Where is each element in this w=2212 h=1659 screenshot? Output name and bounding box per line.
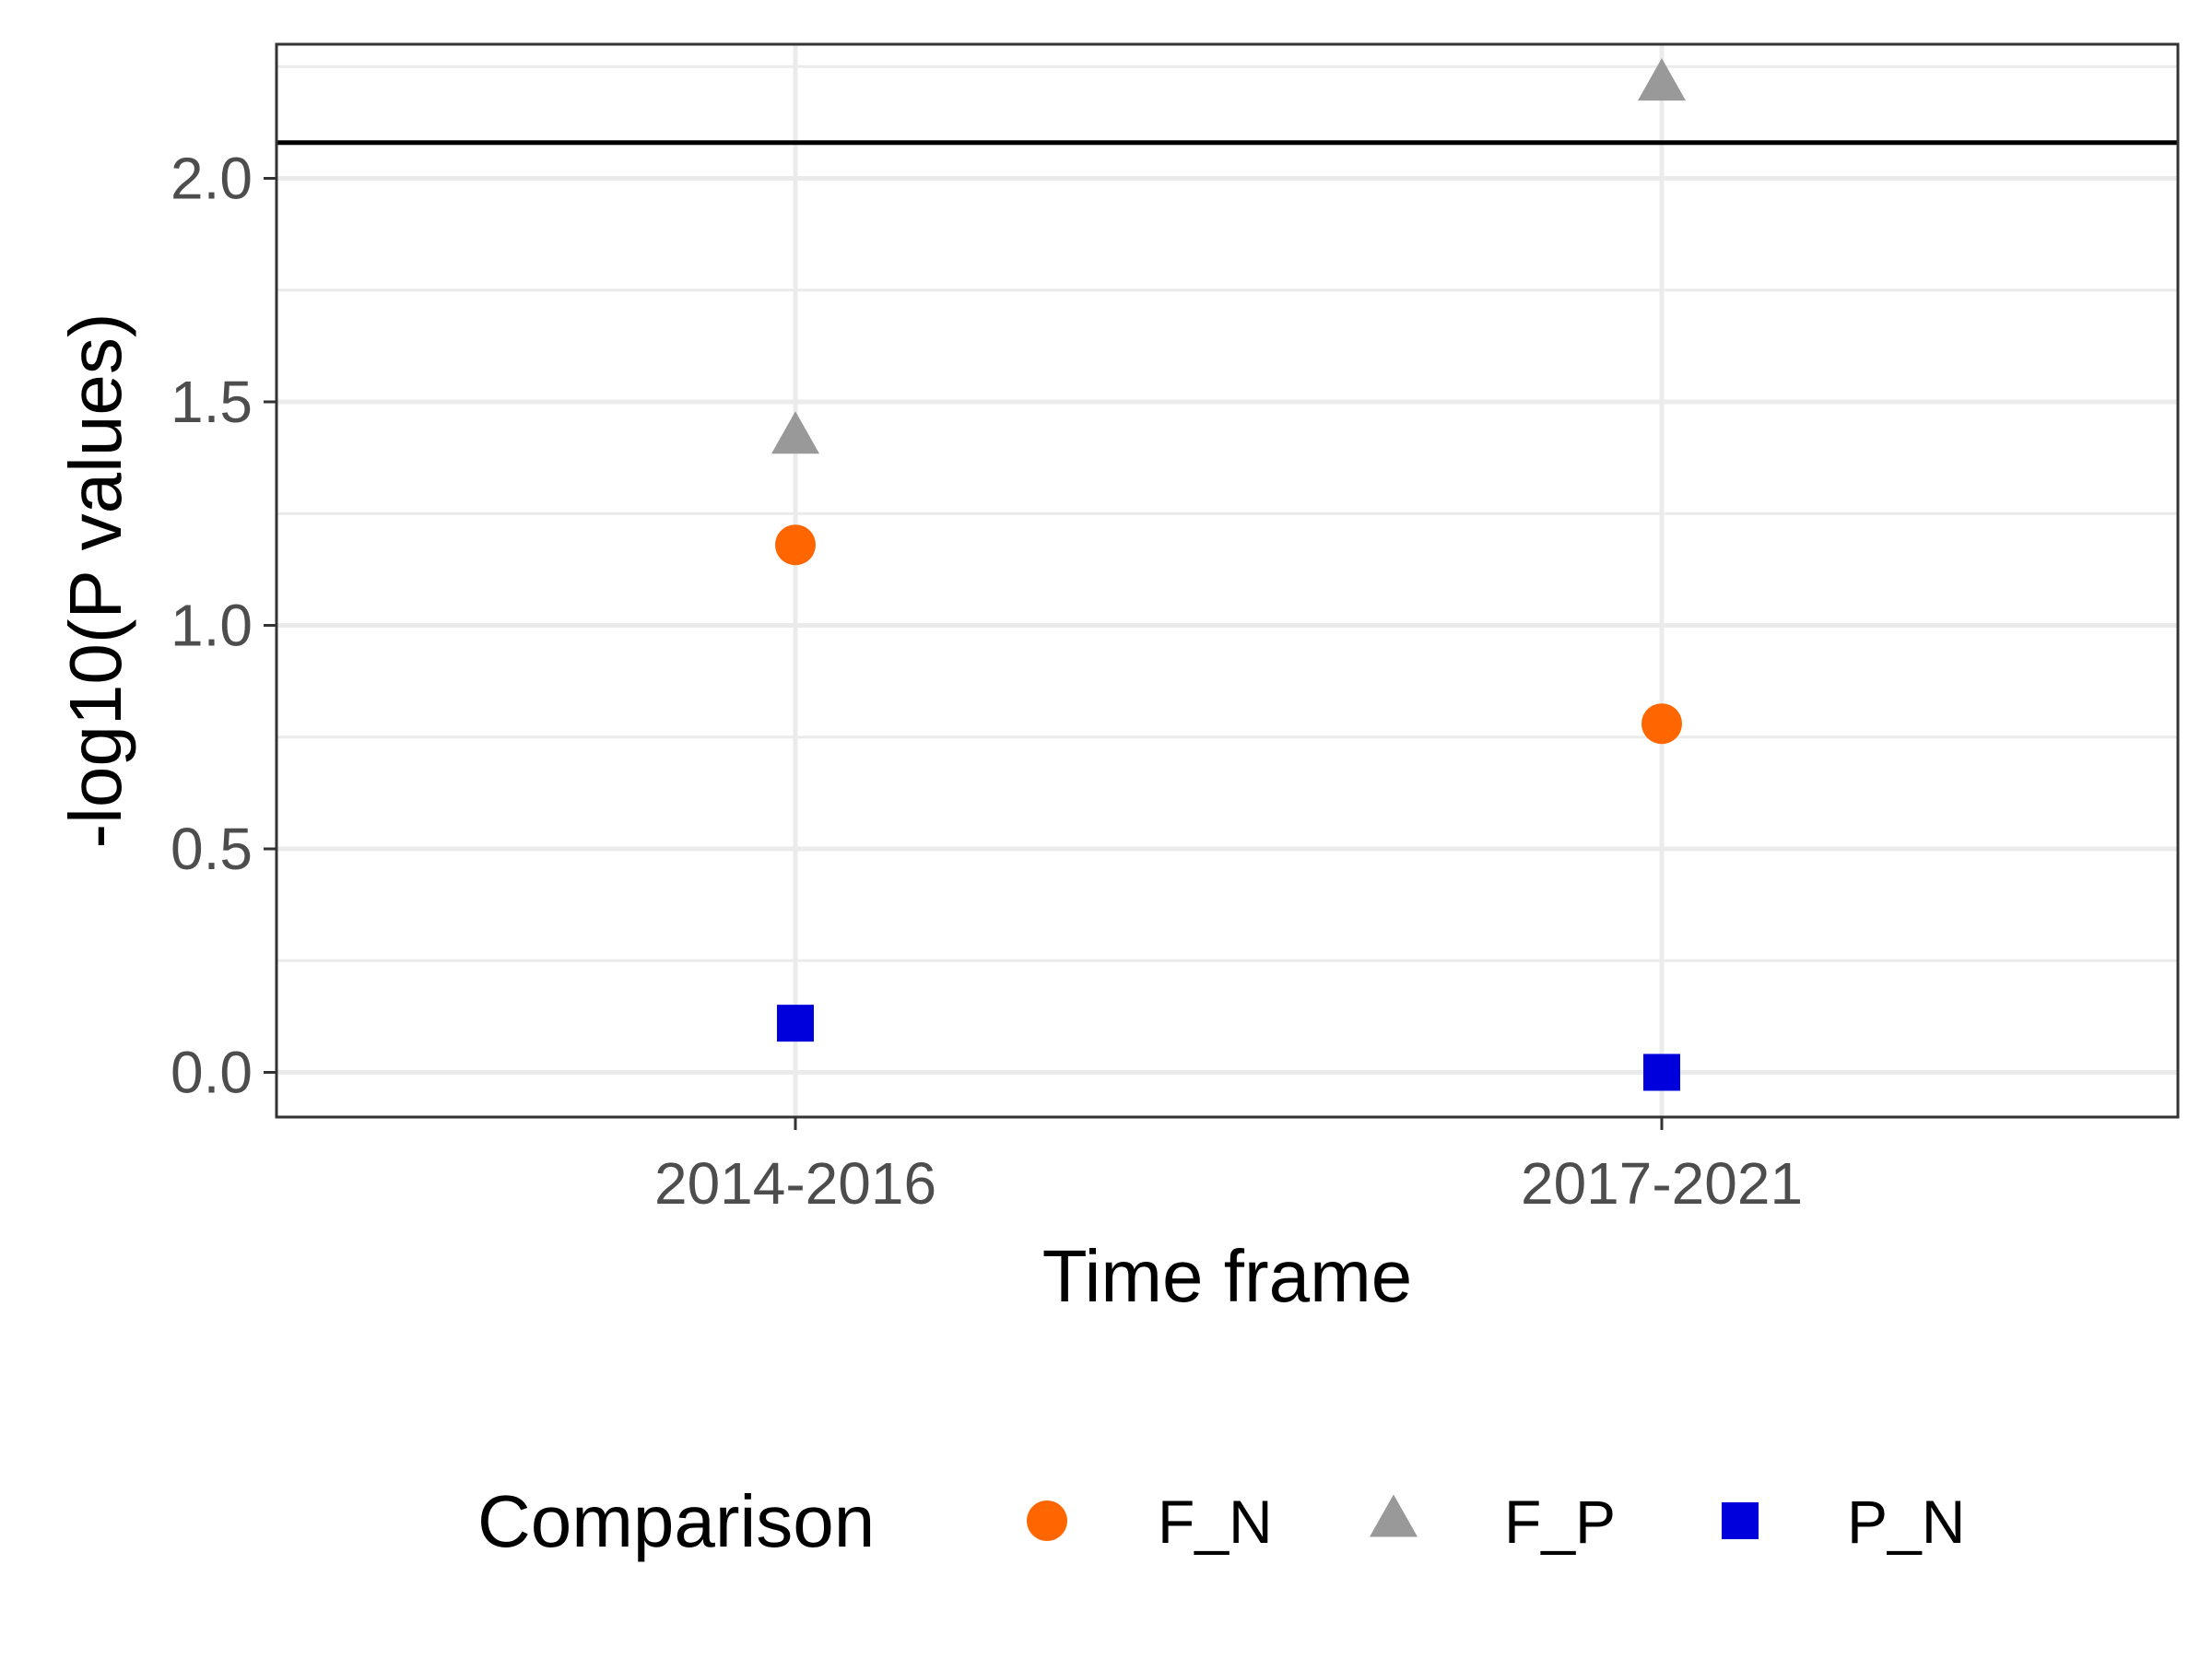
grid xyxy=(276,44,2178,1117)
legend-key-f-n xyxy=(1027,1500,1067,1541)
legend-label-f-n: F_N xyxy=(1158,1488,1273,1556)
y-tick-label: 0.5 xyxy=(171,816,253,882)
y-tick-label: 1.0 xyxy=(171,593,253,659)
legend-label-f-p: F_P xyxy=(1504,1488,1616,1556)
plot-panel-border xyxy=(275,42,2180,1119)
y-tick-label: 1.5 xyxy=(171,369,253,435)
legend: Comparison F_N F_P P_N xyxy=(477,1480,1965,1562)
data-points xyxy=(771,58,1686,1091)
point-f-n-2017-2021 xyxy=(1641,703,1682,745)
y-tick-label: 2.0 xyxy=(171,146,253,212)
point-p-n-2014-2016 xyxy=(777,1005,814,1042)
legend-key-p-n xyxy=(1722,1502,1759,1539)
x-tick-label: 2014-2016 xyxy=(654,1150,936,1217)
legend-label-p-n: P_N xyxy=(1847,1488,1965,1556)
x-axis: 2014-2016 2017-2021 xyxy=(654,1117,1803,1217)
point-p-n-2017-2021 xyxy=(1643,1053,1680,1091)
y-tick-label: 0.0 xyxy=(171,1040,253,1106)
point-f-n-2014-2016 xyxy=(775,524,816,566)
y-axis: 0.0 0.5 1.0 1.5 2.0 xyxy=(171,146,276,1106)
point-f-p-2017-2021 xyxy=(1638,58,1686,101)
x-tick-label: 2017-2021 xyxy=(1521,1150,1803,1217)
legend-key-f-p xyxy=(1370,1494,1418,1537)
y-axis-title: -log10(P values) xyxy=(54,312,136,848)
legend-title: Comparison xyxy=(477,1480,875,1562)
point-f-p-2014-2016 xyxy=(771,411,819,454)
x-axis-title: Time frame xyxy=(1042,1235,1413,1317)
